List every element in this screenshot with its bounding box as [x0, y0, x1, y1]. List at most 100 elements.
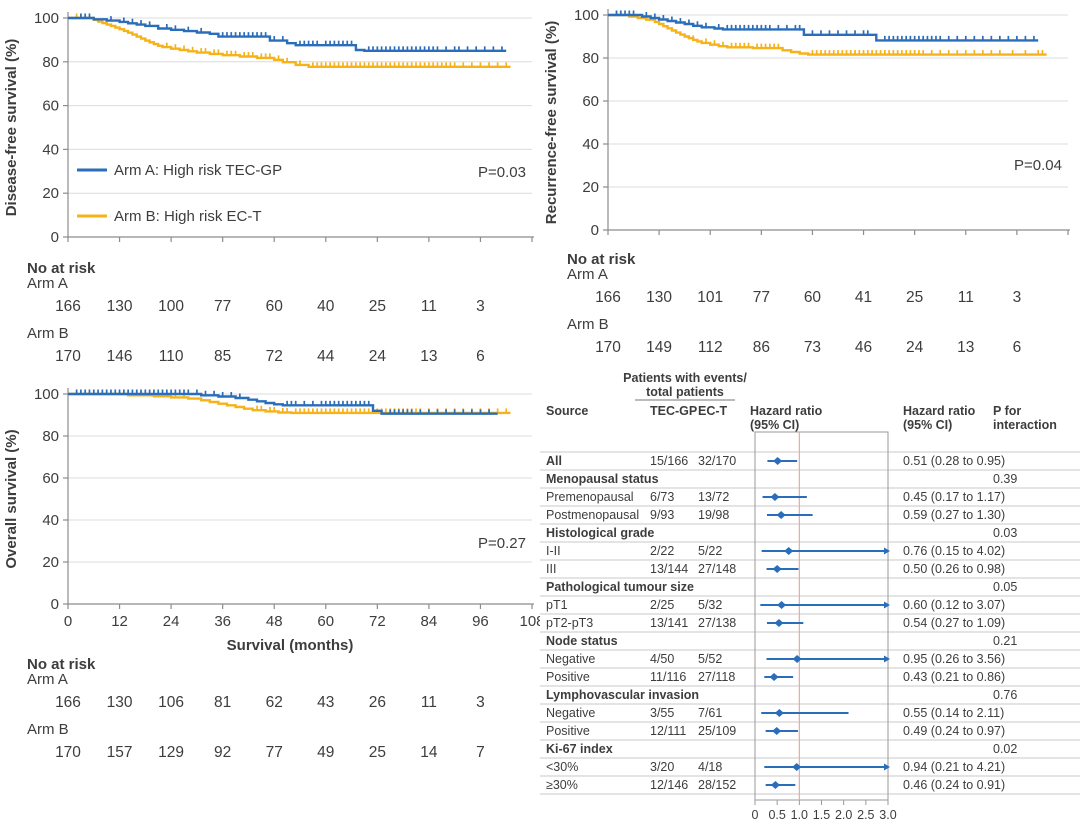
risk-count: 170: [55, 744, 81, 761]
km-panel-overall-survival: 0 20 40 60 80 100 0 12 24 36 48 60 72 84 96 108 Survival…: [0, 375, 540, 665]
y-tick-label: 100: [34, 386, 59, 403]
row-label: All: [546, 454, 562, 468]
y-tick-label: 60: [582, 93, 599, 110]
risk-count: 11: [420, 694, 437, 711]
group-header-line2: total patients: [646, 385, 724, 399]
risk-arm-label: Arm A: [27, 275, 68, 292]
y-tick-label: 20: [42, 185, 59, 202]
row-p-interaction: 0.76: [993, 688, 1017, 702]
y-tick-label: 100: [34, 10, 59, 27]
y-tick-label: 80: [42, 54, 59, 71]
col-header-source: Source: [546, 404, 588, 418]
row-label: Positive: [546, 670, 590, 684]
y-axis-title: Overall survival (%): [3, 429, 20, 568]
risk-count: 146: [106, 348, 133, 365]
hr-diamond: [772, 727, 782, 735]
row-hr-text: 0.54 (0.27 to 1.09): [903, 616, 1005, 630]
risk-count: 60: [265, 298, 283, 315]
forest-row-data: Negative 4/50 5/52 0.95 (0.26 to 3.56): [546, 652, 1005, 666]
row-tec-gp: 4/50: [650, 652, 674, 666]
row-hr-text: 0.94 (0.21 to 4.21): [903, 760, 1005, 774]
risk-count: 149: [646, 339, 673, 356]
row-label: Pathological tumour size: [546, 580, 694, 594]
x-tick-label: 72: [369, 613, 386, 630]
row-ec-t: 5/32: [698, 598, 722, 612]
row-label: Ki-67 index: [546, 742, 613, 756]
risk-count: 77: [214, 298, 232, 315]
forest-axis-label: 0: [752, 808, 759, 822]
risk-count: 77: [752, 289, 770, 306]
km-panel-recurrence-free-survival: 0 20 40 60 80 100 Recurrence-free survival (%)…: [540, 0, 1080, 245]
row-ec-t: 5/52: [698, 652, 722, 666]
risk-count: 130: [106, 694, 133, 711]
risk-count: 25: [906, 289, 924, 306]
risk-count: 3: [1012, 289, 1022, 306]
forest-row-data: I-II 2/22 5/22 0.76 (0.15 to 4.02): [546, 544, 1005, 558]
y-tick-label: 80: [582, 50, 599, 67]
x-tick-label: 108: [519, 613, 540, 630]
y-tick-label: 40: [42, 141, 59, 158]
row-hr-text: 0.43 (0.21 to 0.86): [903, 670, 1005, 684]
y-tick-label: 60: [42, 470, 59, 487]
row-label: <30%: [546, 760, 578, 774]
risk-count: 24: [906, 339, 924, 356]
hr-diamond: [792, 655, 802, 663]
km-panel-disease-free-survival: 0 20 40 60 80 100 Disease-free survival (%) Arm…: [0, 0, 540, 255]
forest-row-category: Menopausal status 0.39: [546, 472, 1017, 486]
row-p-interaction: 0.05: [993, 580, 1017, 594]
row-tec-gp: 2/25: [650, 598, 674, 612]
risk-count: 85: [214, 348, 232, 365]
risk-table-disease-free-survival: No at risk Arm A 166 130 100 77 60 40 25 11 3 Arm B…: [0, 260, 540, 370]
risk-count: 166: [595, 289, 621, 306]
row-label: Negative: [546, 652, 595, 666]
row-ec-t: 7/61: [698, 706, 722, 720]
risk-count: 13: [957, 339, 975, 356]
col-header-hr-text-1: Hazard ratio: [903, 404, 976, 418]
forest-row-data: Negative 3/55 7/61 0.55 (0.14 to 2.11): [546, 706, 1004, 720]
hr-diamond: [792, 763, 802, 771]
risk-count: 7: [476, 744, 485, 761]
forest-row-data: pT1 2/25 5/32 0.60 (0.12 to 3.07): [546, 598, 1005, 612]
y-tick-label: 100: [574, 7, 599, 24]
row-tec-gp: 15/166: [650, 454, 688, 468]
row-hr-text: 0.50 (0.26 to 0.98): [903, 562, 1005, 576]
row-hr-text: 0.95 (0.26 to 3.56): [903, 652, 1005, 666]
no-at-risk-heading: No at risk: [567, 251, 636, 268]
hr-diamond: [776, 511, 786, 519]
col-header-ec-t: EC-T: [698, 404, 728, 418]
row-ec-t: 27/118: [698, 670, 735, 684]
forest-plot-panel: Patients with events/total patients Sourc…: [540, 368, 1080, 830]
risk-count: 166: [55, 298, 81, 315]
risk-count: 40: [317, 298, 335, 315]
km-series-arm-a: [68, 16, 507, 52]
x-tick-label: 48: [266, 613, 283, 630]
x-tick-label: 84: [421, 613, 438, 630]
row-ec-t: 27/148: [698, 562, 736, 576]
row-tec-gp: 11/116: [650, 670, 686, 684]
row-tec-gp: 6/73: [650, 490, 674, 504]
risk-count: 6: [476, 348, 485, 365]
km-series-arm-b: [68, 16, 511, 68]
risk-count: 112: [697, 339, 723, 356]
risk-count: 25: [368, 298, 386, 315]
risk-count: 157: [106, 744, 133, 761]
risk-count: 24: [368, 348, 386, 365]
risk-count: 44: [317, 348, 335, 365]
ci-arrow: [884, 547, 890, 555]
row-ec-t: 25/109: [698, 724, 736, 738]
risk-count: 130: [646, 289, 673, 306]
forest-row-data: III 13/144 27/148 0.50 (0.26 to 0.98): [546, 562, 1005, 576]
row-label: I-II: [546, 544, 561, 558]
x-tick-label: 60: [317, 613, 334, 630]
risk-table-recurrence-free-survival: No at risk Arm A 166 130 101 77 60 41 25 11 3 Arm B…: [540, 251, 1080, 361]
y-tick-label: 20: [582, 179, 599, 196]
hr-diamond: [784, 547, 794, 555]
group-header-line1: Patients with events/: [623, 371, 747, 385]
row-tec-gp: 2/22: [650, 544, 674, 558]
x-tick-label: 24: [163, 613, 180, 630]
row-label: Negative: [546, 706, 595, 720]
km-chart-dfs: 0 20 40 60 80 100 Disease-free survival (%) Arm…: [3, 10, 534, 246]
p-value-label: P=0.03: [478, 164, 526, 181]
row-label: Postmenopausal: [546, 508, 639, 522]
risk-count: 100: [158, 298, 185, 315]
